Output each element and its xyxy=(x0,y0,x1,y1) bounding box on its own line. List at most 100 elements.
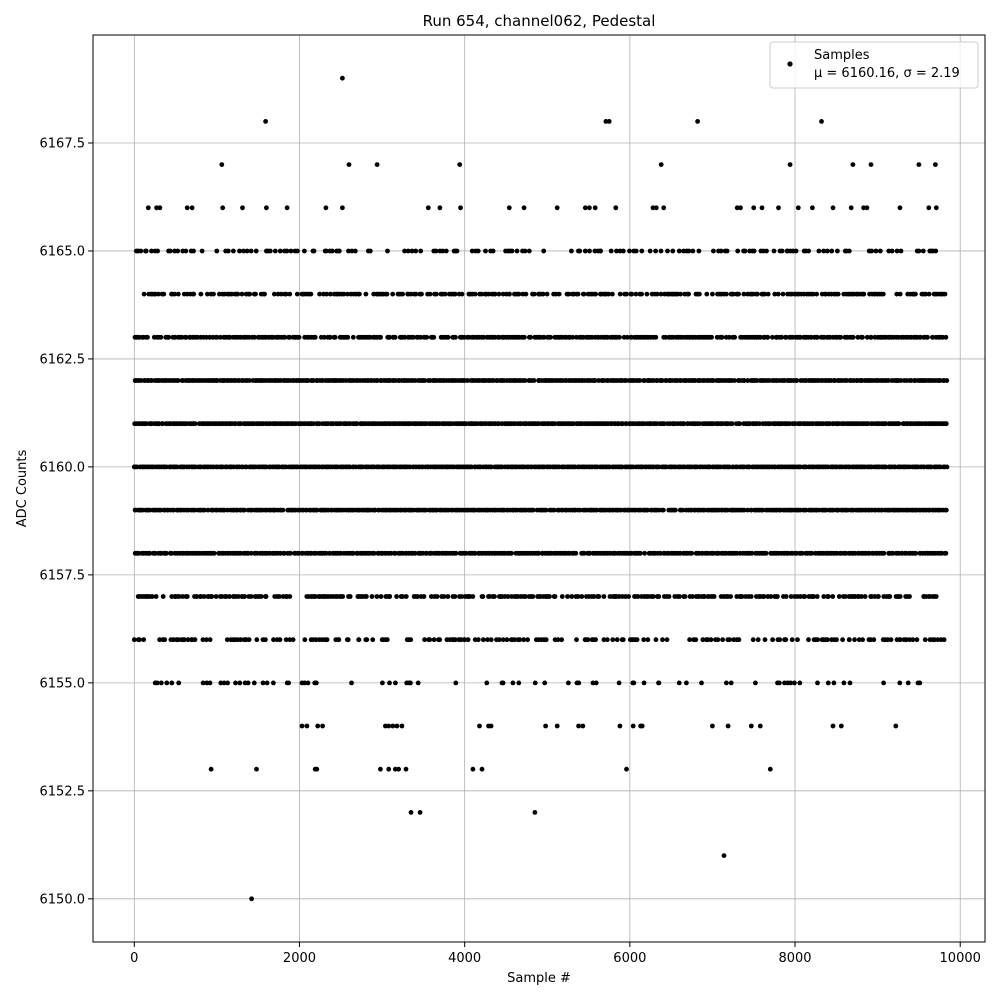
data-point xyxy=(732,334,738,340)
data-point xyxy=(838,723,844,729)
data-point xyxy=(209,594,215,599)
data-point xyxy=(145,334,150,340)
data-point xyxy=(647,248,653,254)
data-point xyxy=(531,291,537,297)
data-point xyxy=(783,594,789,599)
y-tick-label: 6162.5 xyxy=(40,352,86,367)
data-point xyxy=(412,550,418,556)
data-point xyxy=(883,421,889,427)
data-point xyxy=(913,291,918,297)
data-point xyxy=(302,637,308,643)
data-point xyxy=(847,680,853,686)
data-point xyxy=(288,248,294,254)
data-point xyxy=(788,680,793,686)
data-point xyxy=(897,205,903,211)
data-point xyxy=(613,205,619,211)
data-point xyxy=(556,291,562,297)
data-point xyxy=(367,248,373,254)
data-point xyxy=(777,680,782,686)
data-point xyxy=(400,594,406,599)
data-point xyxy=(859,594,864,599)
data-point xyxy=(734,205,740,211)
data-point xyxy=(617,723,623,729)
data-point xyxy=(627,248,632,254)
data-point xyxy=(710,291,715,297)
data-point xyxy=(154,205,160,211)
data-point xyxy=(341,291,347,297)
data-point xyxy=(465,637,471,643)
data-point xyxy=(530,507,536,513)
data-point xyxy=(624,766,629,772)
data-point xyxy=(425,205,431,211)
data-point xyxy=(378,766,383,772)
data-point xyxy=(248,594,254,599)
data-point xyxy=(914,637,920,643)
data-point xyxy=(700,637,706,643)
data-point xyxy=(656,594,662,599)
data-point xyxy=(842,594,848,599)
data-point xyxy=(633,291,639,297)
data-point xyxy=(536,550,542,556)
data-point xyxy=(378,594,384,599)
data-point xyxy=(194,594,200,599)
data-point xyxy=(462,637,468,643)
data-point xyxy=(154,680,160,686)
data-point xyxy=(869,248,874,254)
data-point xyxy=(323,205,329,211)
data-point xyxy=(768,594,774,599)
data-point xyxy=(147,550,153,556)
data-point xyxy=(427,291,433,297)
data-point xyxy=(633,248,639,254)
data-point xyxy=(580,723,586,729)
data-point xyxy=(850,334,856,340)
data-point xyxy=(772,291,778,297)
data-point xyxy=(757,334,763,340)
data-point xyxy=(157,637,163,643)
data-point xyxy=(308,291,314,297)
data-point xyxy=(754,378,760,383)
data-point xyxy=(246,637,252,643)
data-point xyxy=(841,680,847,686)
data-point xyxy=(437,205,443,211)
data-point xyxy=(378,334,383,340)
data-point xyxy=(505,594,511,599)
data-point xyxy=(410,334,416,340)
data-point xyxy=(806,637,811,643)
data-point xyxy=(509,248,515,254)
data-point xyxy=(587,248,592,254)
data-point xyxy=(836,594,842,599)
data-point xyxy=(176,594,182,599)
data-point xyxy=(402,334,408,340)
data-point xyxy=(637,378,643,383)
data-point xyxy=(789,637,795,643)
data-point xyxy=(312,334,318,340)
axis-ticks: 0 2000 4000 6000 8000 10000 6150.0 6152.5 6155.0… xyxy=(40,136,981,966)
data-point xyxy=(806,248,811,254)
data-point xyxy=(345,334,351,340)
plot-frame xyxy=(92,34,986,943)
data-point xyxy=(158,334,164,340)
data-point xyxy=(489,464,494,470)
data-point xyxy=(928,464,934,470)
data-point xyxy=(575,291,581,297)
data-point xyxy=(587,205,592,211)
data-point xyxy=(272,248,278,254)
data-point xyxy=(830,205,836,211)
data-point xyxy=(390,723,396,729)
data-point xyxy=(848,205,854,211)
data-point xyxy=(913,550,919,556)
data-point xyxy=(345,637,351,643)
data-point xyxy=(810,291,816,297)
data-point xyxy=(413,291,419,297)
data-point xyxy=(214,334,220,340)
data-point xyxy=(614,637,620,643)
data-point xyxy=(434,594,440,599)
data-point xyxy=(933,162,938,168)
x-tick-label: 8000 xyxy=(778,951,811,966)
data-point xyxy=(475,637,481,643)
data-point xyxy=(242,507,247,513)
data-point xyxy=(496,637,502,643)
data-point xyxy=(639,723,645,729)
data-point xyxy=(185,637,191,643)
data-point xyxy=(479,291,484,297)
